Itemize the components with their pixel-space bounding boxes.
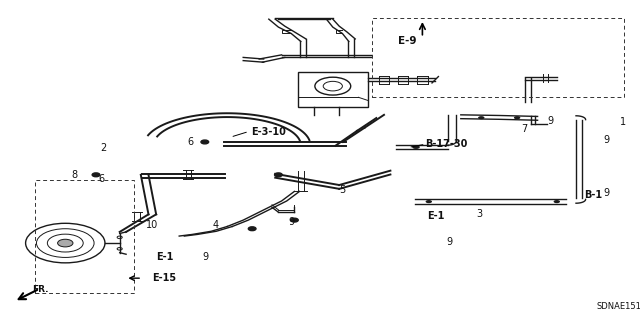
Text: 2: 2	[100, 143, 107, 153]
Text: 9: 9	[447, 237, 453, 247]
Text: B-1: B-1	[584, 189, 602, 200]
Circle shape	[291, 218, 298, 222]
Circle shape	[201, 140, 209, 144]
Text: 4: 4	[212, 220, 219, 230]
Text: 7: 7	[522, 124, 528, 134]
Circle shape	[58, 239, 73, 247]
Text: E-1: E-1	[156, 252, 173, 263]
Circle shape	[248, 227, 256, 231]
Text: 9: 9	[202, 252, 209, 262]
Text: SDNAE1510: SDNAE1510	[596, 302, 640, 311]
Text: 9: 9	[288, 217, 294, 227]
Text: 6: 6	[187, 137, 193, 147]
Circle shape	[426, 200, 432, 203]
Text: 6: 6	[99, 174, 105, 184]
Circle shape	[478, 116, 484, 119]
Bar	[372, 18, 624, 97]
Text: FR.: FR.	[32, 285, 49, 294]
Circle shape	[92, 173, 100, 177]
Text: 8: 8	[72, 170, 78, 181]
Text: 5: 5	[339, 185, 346, 195]
Bar	[35, 180, 134, 293]
Circle shape	[275, 173, 282, 177]
Circle shape	[514, 116, 520, 119]
Text: 1: 1	[620, 117, 626, 127]
Text: B-17-30: B-17-30	[426, 139, 468, 149]
Circle shape	[554, 200, 560, 203]
Text: E-3-10: E-3-10	[252, 127, 286, 137]
Circle shape	[412, 145, 420, 149]
Text: E-1: E-1	[427, 211, 444, 221]
Text: 9: 9	[603, 188, 609, 198]
Text: 9: 9	[547, 116, 554, 126]
Text: E-9: E-9	[398, 36, 417, 46]
Text: E-15: E-15	[152, 273, 176, 283]
Text: 10: 10	[146, 220, 158, 230]
Text: 3: 3	[477, 209, 483, 219]
Text: 9: 9	[603, 135, 609, 145]
